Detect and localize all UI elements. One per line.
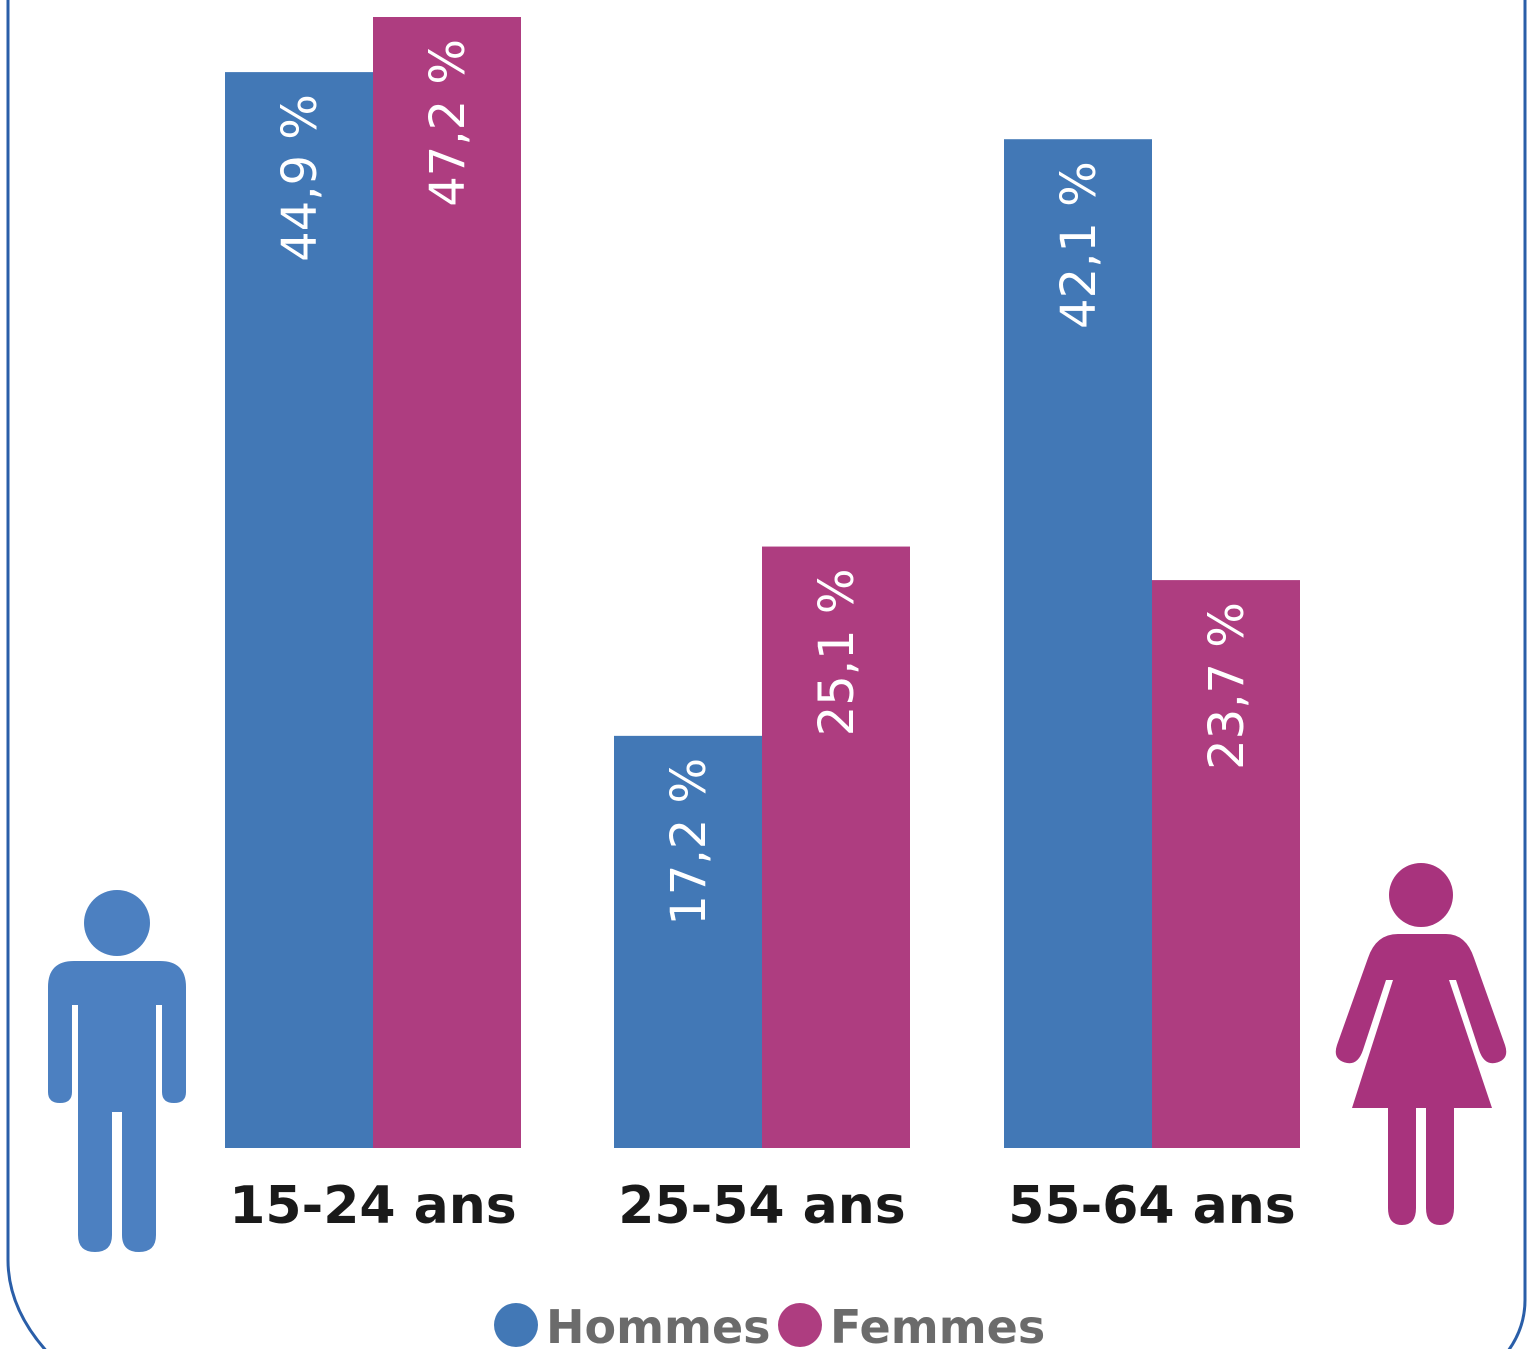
data-label-femmes-25-54-ans: 25,1 % bbox=[809, 569, 865, 737]
bar-femmes-15-24-ans bbox=[373, 17, 521, 1148]
woman-icon bbox=[1335, 863, 1507, 1225]
bar-femmes-55-64-ans bbox=[1152, 580, 1300, 1148]
legend-label-femmes: Femmes bbox=[830, 1300, 1045, 1349]
bar-femmes-25-54-ans bbox=[762, 546, 910, 1148]
legend-item-hommes: Hommes bbox=[494, 1300, 771, 1349]
bars-group bbox=[225, 17, 1300, 1148]
data-label-hommes-25-54-ans: 17,2 % bbox=[661, 758, 717, 926]
bar-hommes-15-24-ans bbox=[225, 72, 373, 1148]
category-labels-group: 15-24 ans 25-54 ans 55-64 ans bbox=[229, 1176, 1295, 1236]
category-label-25-54-ans: 25-54 ans bbox=[618, 1176, 905, 1236]
legend-label-hommes: Hommes bbox=[546, 1300, 771, 1349]
category-label-15-24-ans: 15-24 ans bbox=[229, 1176, 516, 1236]
value-labels-group: 44,9 % 47,2 % 17,2 % 25,1 % 42,1 % 23,7 % bbox=[272, 39, 1255, 926]
bar-hommes-55-64-ans bbox=[1004, 139, 1152, 1148]
legend-swatch-femmes bbox=[778, 1303, 822, 1347]
category-label-55-64-ans: 55-64 ans bbox=[1008, 1176, 1295, 1236]
bar-hommes-25-54-ans bbox=[614, 735, 762, 1148]
data-label-femmes-15-24-ans: 47,2 % bbox=[420, 39, 476, 207]
legend-swatch-hommes bbox=[494, 1303, 538, 1347]
man-icon bbox=[48, 890, 186, 1252]
legend-item-femmes: Femmes bbox=[778, 1300, 1045, 1349]
legend: Hommes Femmes bbox=[494, 1300, 1045, 1349]
frame-border bbox=[6, 0, 1527, 1349]
data-label-femmes-55-64-ans: 23,7 % bbox=[1199, 602, 1255, 770]
data-label-hommes-55-64-ans: 42,1 % bbox=[1051, 161, 1107, 329]
data-label-hommes-15-24-ans: 44,9 % bbox=[272, 94, 328, 262]
